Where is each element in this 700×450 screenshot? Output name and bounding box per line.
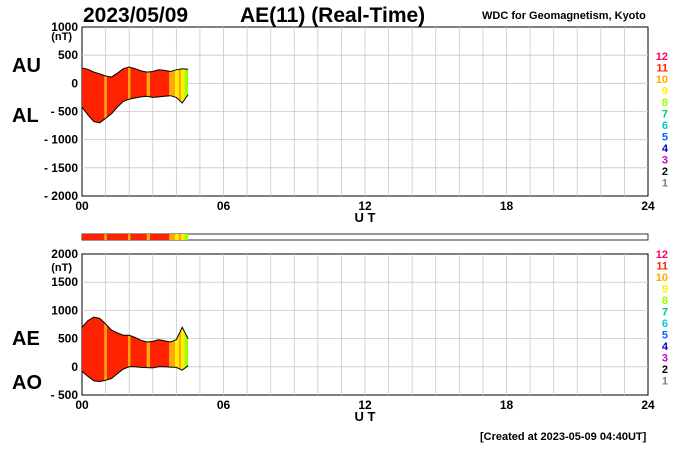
panel1-ytick-label-5: - 1500 [44,161,78,175]
panel2-xtick-label-2: 12 [358,398,372,412]
panel2-lower-label: AO [12,372,42,394]
panel1-group [81,26,649,197]
panel2-xlabel: U T [355,409,376,424]
panel1-ytick-label-4: - 1000 [44,133,78,147]
panel2-series-AO-line [81,365,189,383]
panel1-legend-2: 2 [662,166,668,178]
panel1-legend-3: 3 [662,155,668,167]
station-strip-segment-4 [130,234,147,240]
panel2-legend-1: 1 [662,376,668,388]
station-strip-segment-6 [149,234,170,240]
panel1-ytick-label-3: - 500 [51,105,79,119]
panel2-xtick-label-3: 18 [500,398,514,412]
station-strip-segment-9 [178,234,182,240]
station-strip-segment-2 [106,234,128,240]
panel2-ytick-label-4: 0 [71,360,78,374]
panel1-band-5 [146,67,150,123]
panel2-legend-11: 11 [656,261,668,273]
panel1-band-11 [184,67,189,123]
panel2-legend-2: 2 [662,364,668,376]
panel1-xtick-label-2: 12 [358,199,372,213]
panel1-upper-label: AU [12,55,41,77]
panel2-band-4 [130,317,147,382]
panel2-ytick-label-2: 1000 [51,303,78,317]
panel1-band-1 [104,67,107,123]
panel2-legend-12: 12 [656,249,668,261]
panel2-legend-9: 9 [662,284,668,296]
data-source: WDC for Geomagnetism, Kyoto [482,10,646,22]
panel1-ytick-label-1: 500 [58,48,78,62]
created-timestamp: [Created at 2023-05-09 04:40UT] [480,431,647,443]
panel2-xtick-label-4: 24 [641,398,655,412]
panel2-band-1 [104,317,107,382]
panel2-xtick-label-1: 06 [217,398,231,412]
panel1-band-7 [169,67,176,123]
panel1-series-AL-line [81,94,189,124]
plot-title: AE(11) (Real-Time) [240,4,426,27]
panel1-band-8 [175,67,179,123]
panel2-band-11 [184,317,189,382]
station-strip-segment-5 [146,234,150,240]
panel2-band-5 [146,317,150,382]
panel1-legend-4: 4 [662,143,669,155]
panel1-band-9 [178,67,182,123]
station-strip-segment-8 [175,234,179,240]
panel1-series-AU-line [81,66,189,78]
panel1-ytick-label-6: - 2000 [44,189,78,203]
station-strip-segment-11 [184,234,189,240]
panel2-band-9 [178,317,182,382]
panel1-legend-7: 7 [662,109,668,121]
panel2-band-3 [127,317,131,382]
panel2-yunit: (nT) [51,262,72,274]
station-strip-segment-1 [104,234,107,240]
panel1-band-10 [181,67,185,123]
panel1-xtick-label-4: 24 [641,199,655,213]
panel1-yunit: (nT) [51,31,72,43]
panel1-band-0 [82,67,105,123]
panel2-legend-5: 5 [662,330,668,342]
panel1-xtick-label-3: 18 [500,199,514,213]
panel1-ytick-label-2: 0 [71,76,78,90]
plot-date: 2023/05/09 [83,4,189,27]
panel2-group [81,253,649,396]
panel1-legend-10: 10 [656,74,668,86]
panel2-legend-8: 8 [662,295,668,307]
panel1-ytick-label-0: 1000 [51,20,78,34]
panel2-ytick-label-5: - 500 [51,388,79,402]
panel1-legend-12: 12 [656,51,668,63]
panel1-band-3 [127,67,131,123]
panel2-legend-6: 6 [662,318,668,330]
station-strip-segment-10 [181,234,185,240]
panel2-xtick-label-0: 00 [75,398,89,412]
panel2-band-0 [82,317,105,382]
station-strip-segment-3 [127,234,131,240]
panel2-legend-7: 7 [662,307,668,319]
panel2-upper-label: AE [12,328,40,350]
panel1-legend-8: 8 [662,97,668,109]
panel1-xtick-label-1: 06 [217,199,231,213]
panel2-legend-10: 10 [656,272,668,284]
panel2-legend-3: 3 [662,353,668,365]
panel1-xlabel: U T [355,210,376,225]
panel1-legend-1: 1 [662,178,668,190]
panel2-band-8 [175,317,179,382]
panel2-ytick-label-1: 1500 [51,275,78,289]
panel1-legend-5: 5 [662,132,668,144]
station-strip-segment-7 [169,234,176,240]
station-strip-segment-0 [82,234,105,240]
panel2-band-10 [181,317,185,382]
panel1-legend-9: 9 [662,86,668,98]
panel2-ytick-label-3: 500 [58,332,78,346]
panel2-series-AE-line [81,316,189,343]
panel1-xtick-label-0: 00 [75,199,89,213]
panel1-legend-11: 11 [656,63,668,75]
panel2-legend-4: 4 [662,341,669,353]
panel1-lower-label: AL [12,105,39,127]
panel2-band-7 [169,317,176,382]
panel2-bands [82,317,189,382]
panel2-ytick-label-0: 2000 [51,247,78,261]
panel1-legend-6: 6 [662,120,668,132]
